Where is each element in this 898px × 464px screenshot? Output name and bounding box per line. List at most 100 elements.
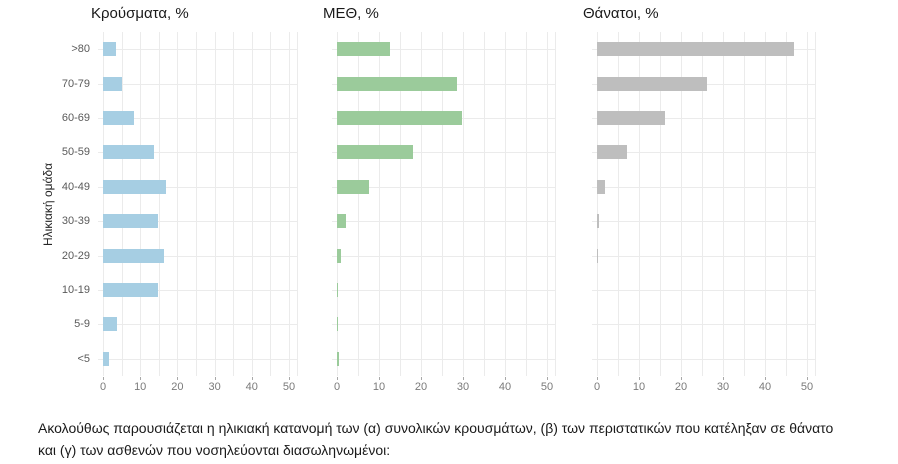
- bar-10-19: [103, 283, 158, 297]
- bar-80: [597, 42, 794, 57]
- x-tick-label: 40: [498, 381, 512, 393]
- y-tick-label: 60-69: [61, 111, 90, 124]
- gridline-horizontal: [98, 221, 298, 223]
- gridline-horizontal: [98, 324, 298, 326]
- gridline-horizontal: [332, 290, 556, 291]
- gridline-horizontal: [332, 49, 556, 51]
- chart-cases: Κρούσματα, % Ηλικιακή ομάδα >80 70-79 60-6…: [40, 6, 298, 395]
- y-tick-label: >80: [71, 43, 90, 56]
- bar-20-29: [337, 248, 341, 263]
- x-tick-label: 30: [208, 381, 221, 393]
- x-tick-label: 0: [99, 381, 107, 393]
- gridline-vertical: [214, 32, 216, 376]
- gridline-horizontal: [332, 324, 556, 326]
- gridline-vertical: [744, 32, 745, 376]
- bar-5: [103, 351, 109, 366]
- chart-title-icu: ΜΕΘ, %: [323, 5, 379, 22]
- bar-70-79: [597, 76, 708, 91]
- x-tick-mark: [289, 377, 290, 380]
- x-tick-mark: [723, 377, 724, 380]
- gridline-horizontal: [98, 290, 298, 291]
- gridline-vertical: [723, 32, 724, 376]
- x-tick-mark: [177, 377, 179, 380]
- gridline-horizontal: [98, 118, 298, 119]
- y-tick-label: 20-29: [61, 249, 90, 262]
- gridline-vertical: [526, 32, 527, 376]
- x-tick-mark: [463, 377, 464, 380]
- gridline-horizontal: [332, 358, 556, 360]
- x-tick-label: 40: [758, 381, 772, 393]
- gridline-horizontal: [332, 221, 556, 223]
- gridline-vertical: [555, 32, 556, 376]
- bar-20-29: [103, 248, 164, 263]
- x-tick-mark: [547, 377, 548, 380]
- bar-70-79: [103, 76, 122, 91]
- x-tick-label: 20: [674, 381, 688, 393]
- gridline-horizontal: [592, 152, 816, 154]
- gridline-vertical: [639, 32, 640, 376]
- gridline-vertical: [618, 32, 619, 376]
- bar-40-49: [337, 179, 369, 194]
- gridline-vertical: [289, 32, 290, 376]
- gridline-vertical: [765, 32, 766, 376]
- gridline-horizontal: [592, 324, 816, 326]
- x-tick-mark: [214, 377, 216, 380]
- gridline-horizontal: [98, 49, 298, 51]
- y-tick-label: <5: [77, 352, 90, 365]
- gridline-horizontal: [592, 186, 816, 188]
- bar-70-79: [337, 76, 457, 91]
- gridline-vertical: [702, 32, 703, 376]
- x-tick-label: 20: [171, 381, 184, 393]
- bar-50-59: [103, 145, 154, 160]
- bar-50-59: [597, 145, 627, 160]
- y-tick-label: 5-9: [74, 318, 90, 331]
- y-tick-label: 40-49: [61, 180, 90, 193]
- gridline-vertical: [177, 32, 179, 376]
- x-tick-mark: [639, 377, 640, 380]
- bar-30-39: [337, 214, 347, 229]
- x-tick-label: 10: [632, 381, 646, 393]
- x-tick-mark: [337, 377, 338, 380]
- bar-50-59: [337, 145, 413, 160]
- bar-40-49: [103, 179, 167, 194]
- x-tick-mark: [103, 377, 104, 380]
- gridline-vertical: [337, 32, 338, 376]
- x-tick-label: 10: [134, 381, 147, 393]
- gridline-vertical: [270, 32, 272, 376]
- gridline-horizontal: [332, 186, 556, 188]
- y-tick-label: 30-39: [61, 215, 90, 228]
- x-tick-label: 20: [414, 381, 428, 393]
- gridline-horizontal: [98, 255, 298, 257]
- bar-40-49: [597, 179, 606, 194]
- gridline-vertical: [121, 32, 123, 376]
- bar-5: [337, 351, 339, 366]
- gridline-vertical: [421, 32, 422, 376]
- gridline-vertical: [233, 32, 235, 376]
- gridline-vertical: [442, 32, 443, 376]
- chart-title-cases: Κρούσματα, %: [91, 5, 189, 22]
- x-tick-mark: [681, 377, 682, 380]
- x-tick-label: 30: [716, 381, 730, 393]
- x-axis-cases: 0 10 20 30 40 50: [98, 377, 298, 395]
- gridline-horizontal: [98, 152, 298, 154]
- gridline-vertical: [196, 32, 197, 376]
- x-tick-label: 0: [593, 381, 601, 393]
- gridline-horizontal: [592, 290, 816, 291]
- gridline-horizontal: [592, 221, 816, 223]
- x-tick-label: 40: [245, 381, 258, 393]
- gridline-horizontal: [98, 358, 298, 360]
- caption: Ακολούθως παρουσιάζεται η ηλικιακή καταν…: [38, 420, 834, 458]
- gridline-vertical: [140, 32, 142, 376]
- gridline-horizontal: [592, 118, 816, 119]
- charts-row: Κρούσματα, % Ηλικιακή ομάδα >80 70-79 60-6…: [40, 6, 816, 395]
- bar-60-69: [337, 111, 462, 125]
- gridline-vertical: [807, 32, 808, 376]
- y-axis-gutter: Ηλικιακή ομάδα >80 70-79 60-69 50-59 40-49 30…: [40, 32, 98, 376]
- x-tick-mark: [379, 377, 380, 380]
- gridline-vertical: [158, 32, 160, 376]
- gridline-vertical: [815, 32, 816, 376]
- bar-20-29: [597, 248, 598, 263]
- gridline-vertical: [400, 32, 401, 376]
- x-tick-mark: [251, 377, 253, 380]
- bar-60-69: [103, 111, 135, 125]
